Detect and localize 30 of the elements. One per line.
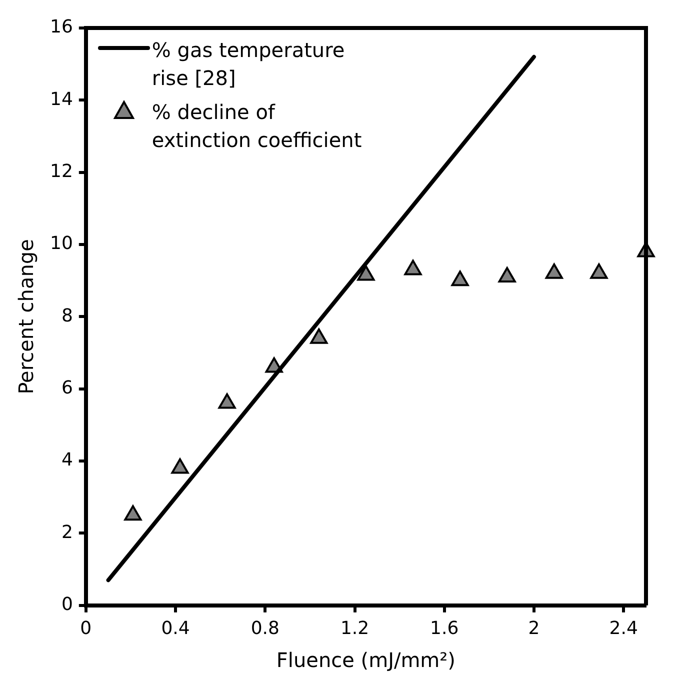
y-tick-label: 12 [50, 161, 73, 182]
y-tick-label: 8 [61, 305, 73, 326]
y-tick-label: 2 [61, 522, 73, 543]
y-tick-label: 16 [50, 16, 73, 38]
x-tick-label: 1.2 [340, 618, 370, 639]
legend-label: % gas temperature rise [28] [152, 37, 346, 92]
point [218, 393, 236, 409]
legend-label: % decline of extinction coefficient [152, 99, 363, 154]
x-tick-label: 0 [80, 618, 92, 639]
x-axis-title: Fluence (mJ/mm²) [276, 648, 456, 672]
point [357, 265, 375, 281]
point [404, 260, 422, 276]
x-tick-label: 2 [528, 618, 540, 639]
x-tick-label: 0.4 [161, 618, 190, 639]
y-tick-label: 0 [61, 594, 73, 616]
y-tick-label: 4 [61, 450, 73, 471]
y-tick-label: 6 [61, 378, 73, 399]
point [498, 267, 516, 283]
point [545, 263, 563, 279]
y-tick-label: 14 [50, 88, 73, 110]
point [590, 263, 608, 279]
point [310, 328, 328, 344]
point [171, 458, 189, 474]
x-tick-label: 2.4 [609, 618, 638, 639]
y-axis-title: Percent change [14, 239, 38, 394]
x-tick-label: 0.8 [250, 618, 280, 639]
point [124, 505, 142, 521]
x-tick-label: 1.6 [430, 618, 459, 639]
point [451, 270, 469, 286]
y-tick-label: 10 [50, 233, 73, 254]
